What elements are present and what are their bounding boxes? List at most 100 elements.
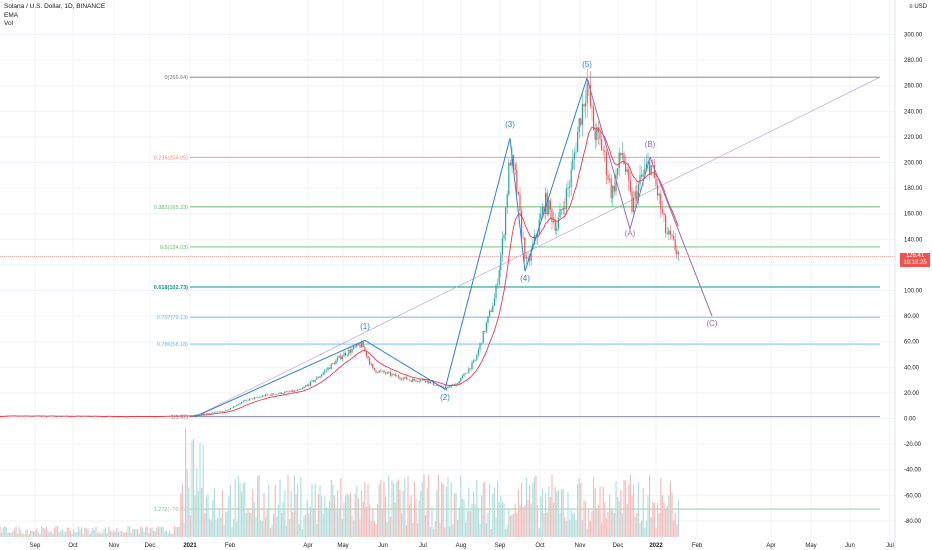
- y-tick-label: 240.00: [904, 109, 923, 115]
- volume-bar: [605, 518, 607, 537]
- volume-bar: [133, 529, 135, 537]
- volume-bar: [513, 513, 515, 537]
- volume-bar: [185, 427, 187, 537]
- volume-bar: [87, 528, 89, 537]
- volume-bar: [625, 480, 627, 537]
- candle-body: [420, 379, 422, 382]
- candle-body: [242, 401, 244, 403]
- candle-body: [642, 173, 644, 177]
- volume-bar: [26, 529, 28, 537]
- candle-body: [298, 389, 300, 390]
- volume-bar: [549, 496, 551, 537]
- candle-body: [636, 191, 638, 201]
- candle-body: [458, 381, 460, 384]
- candle-body: [308, 384, 310, 386]
- candle-body: [217, 411, 219, 413]
- candle-body: [492, 306, 494, 312]
- volume-bar: [146, 526, 148, 537]
- volume-bar: [332, 484, 334, 537]
- candle-body: [324, 370, 326, 373]
- volume-bar: [420, 490, 422, 537]
- candle-body: [549, 200, 551, 210]
- candle-body: [644, 168, 646, 174]
- candle-body: [522, 237, 524, 238]
- volume-bar: [340, 478, 342, 537]
- volume-bar: [191, 440, 193, 537]
- candle-body: [341, 356, 343, 360]
- candle-body: [671, 234, 673, 236]
- volume-bar: [154, 531, 156, 537]
- candle-body: [477, 349, 479, 356]
- volume-bar: [5, 527, 7, 537]
- volume-bar: [0, 526, 1, 537]
- candle-body: [293, 390, 295, 392]
- volume-bar: [250, 513, 252, 537]
- volume-bar: [255, 516, 257, 537]
- x-tick-label: Oct: [535, 543, 545, 549]
- candle-body: [365, 350, 367, 357]
- volume-bar: [47, 530, 49, 537]
- y-tick-label: 0.00: [904, 417, 916, 423]
- volume-bar: [41, 526, 43, 537]
- candle-body: [154, 416, 156, 418]
- volume-bar: [74, 532, 76, 537]
- y-tick-label: 80.00: [904, 314, 920, 320]
- volume-bar: [425, 515, 427, 537]
- volume-bar: [401, 513, 403, 537]
- candle-body: [506, 194, 508, 208]
- volume-bar: [583, 500, 585, 537]
- volume-bar: [151, 527, 153, 537]
- candle-body: [337, 357, 339, 361]
- candle-body: [567, 187, 569, 189]
- candle-body: [244, 399, 246, 402]
- x-tick-label: Jul: [886, 543, 894, 549]
- candle-body: [569, 186, 571, 188]
- volume-bar: [117, 531, 119, 537]
- volume-bar: [365, 506, 367, 537]
- volume-bar: [636, 513, 638, 537]
- candle-body: [399, 377, 401, 379]
- candle-body: [653, 165, 655, 179]
- volume-bar: [241, 491, 243, 537]
- volume-bar: [381, 508, 383, 537]
- volume-bar: [308, 513, 310, 537]
- volume-bar: [543, 512, 545, 537]
- candle-body: [105, 416, 107, 418]
- candle-body: [201, 414, 203, 415]
- candle-body: [45, 416, 47, 418]
- candle-body: [289, 391, 291, 393]
- x-tick-label: Apr: [766, 543, 775, 549]
- volume-bar: [383, 481, 385, 537]
- volume-bar: [57, 526, 59, 537]
- menu-icon[interactable]: ≡: [909, 4, 915, 10]
- volume-bar: [52, 533, 54, 537]
- volume-bar: [201, 487, 203, 537]
- candle-body: [252, 398, 254, 400]
- volume-bar: [397, 479, 399, 537]
- volume-bar: [63, 530, 65, 537]
- volume-bar: [645, 520, 647, 537]
- candle-body: [273, 393, 275, 395]
- volume-bar: [599, 486, 601, 537]
- candle-body: [495, 284, 497, 299]
- volume-bar: [389, 516, 391, 537]
- volume-bar: [252, 488, 254, 537]
- y-tick-label: 140.00: [904, 237, 923, 243]
- volume-bar: [129, 526, 131, 537]
- candle-body: [487, 316, 489, 323]
- y-tick-label: 100.00: [904, 289, 923, 295]
- candle-body: [509, 162, 511, 166]
- candle-body: [612, 185, 614, 199]
- candle-body: [279, 392, 281, 394]
- candle-body: [497, 284, 499, 285]
- x-tick-label: Aug: [456, 543, 467, 549]
- candle-body: [253, 397, 255, 400]
- volume-bar: [122, 532, 124, 537]
- volume-bar: [540, 496, 542, 537]
- wave-label: (3): [505, 120, 515, 129]
- candle-body: [665, 215, 667, 233]
- y-tick-label: 300.00: [904, 33, 923, 39]
- fib-label: 0.618(102.73): [154, 285, 188, 291]
- candle-body: [484, 331, 486, 332]
